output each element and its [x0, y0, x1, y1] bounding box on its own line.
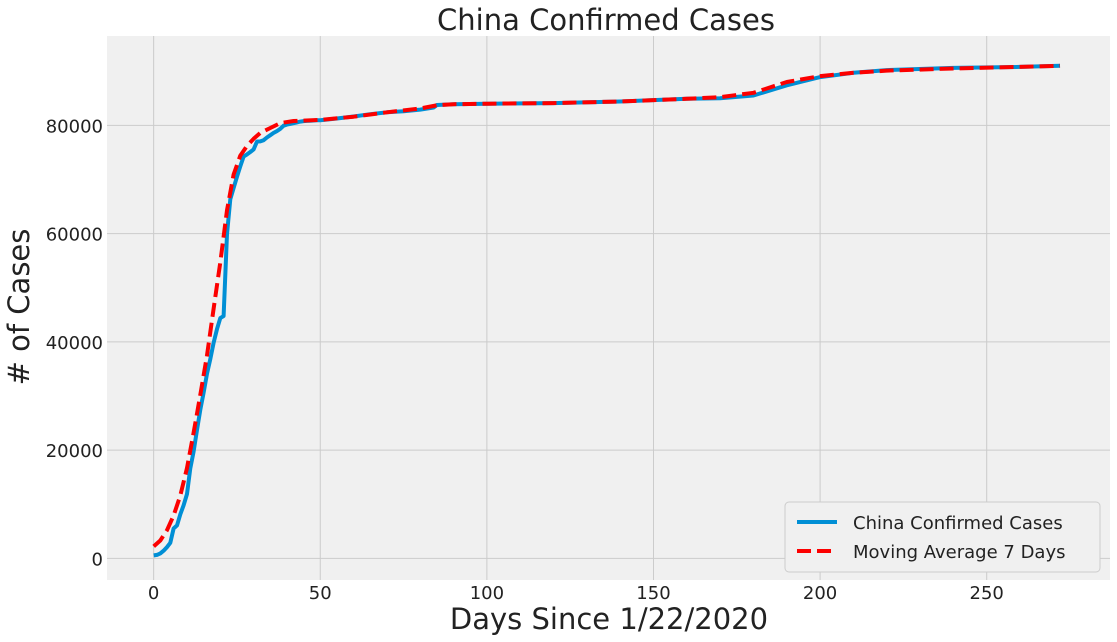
x-axis-label: Days Since 1/22/2020 — [450, 602, 768, 636]
plot-area — [107, 36, 1110, 580]
x-tick-label: 0 — [148, 583, 159, 604]
series-lines — [152, 63, 1061, 558]
y-tick-label: 20000 — [46, 441, 103, 462]
y-tick-label: 80000 — [46, 116, 103, 137]
x-tick-label: 50 — [309, 583, 332, 604]
x-tick-label: 200 — [803, 583, 837, 604]
x-tick-label: 150 — [636, 583, 670, 604]
legend-box — [784, 501, 1101, 573]
y-tick-label: 40000 — [46, 333, 103, 354]
legend-label-china-confirmed: China Confirmed Cases — [853, 513, 1063, 534]
y-axis-label: # of Cases — [2, 229, 36, 386]
legend-label-moving-average: Moving Average 7 Days — [853, 542, 1065, 563]
y-tick-label: 0 — [92, 549, 103, 570]
x-axis-ticks: 0 50 100 150 200 250 — [148, 583, 1004, 604]
x-tick-label: 100 — [470, 583, 504, 604]
chart-title: China Confirmed Cases — [437, 3, 775, 37]
y-tick-label: 60000 — [46, 225, 103, 246]
legend: China Confirmed Cases Moving Average 7 D… — [784, 501, 1101, 573]
x-tick-label: 250 — [970, 583, 1004, 604]
y-axis-ticks: 0 20000 40000 60000 80000 — [46, 116, 103, 570]
moving-average-line — [152, 63, 1061, 548]
